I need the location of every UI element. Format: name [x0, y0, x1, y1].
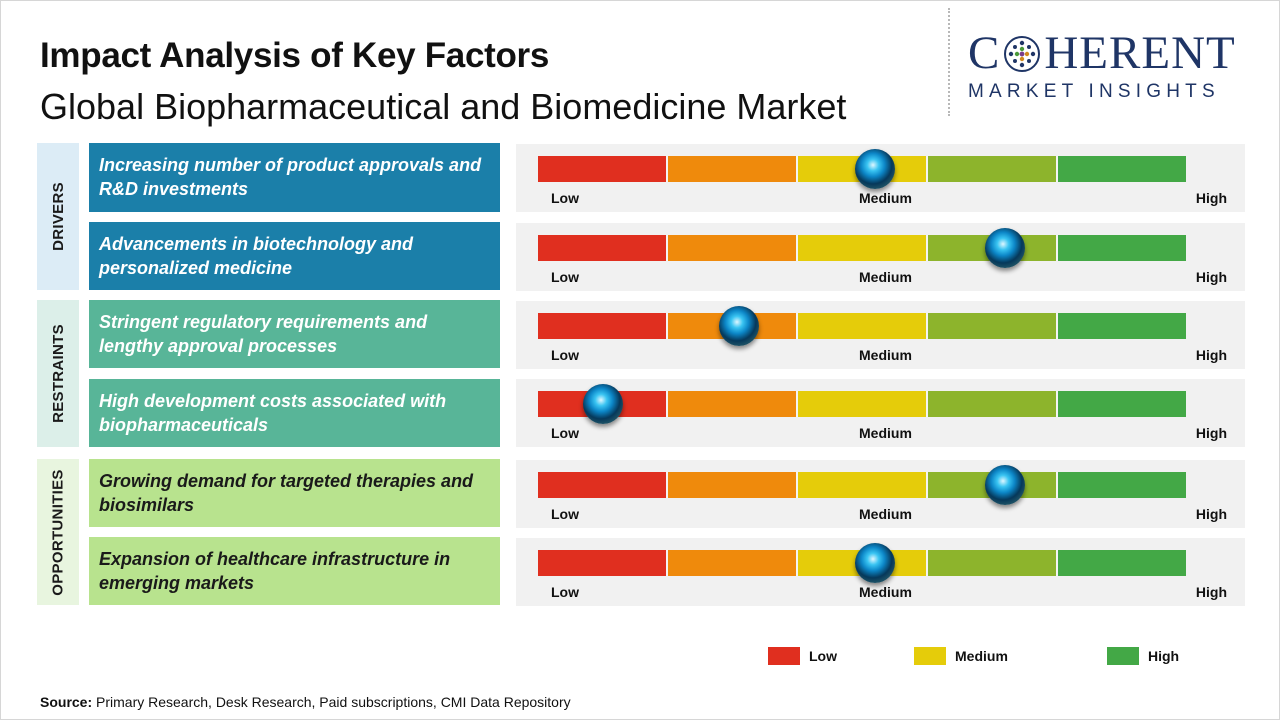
factor-box: Advancements in biotechnology and person…	[89, 222, 500, 290]
factor-box: High development costs associated with b…	[89, 379, 500, 447]
legend-item-high: High	[1107, 647, 1179, 665]
factor-box: Increasing number of product approvals a…	[89, 143, 500, 212]
logo-tagline: MARKET INSIGHTS	[968, 81, 1220, 102]
scale-label-high: High	[1195, 425, 1227, 441]
scale-segment	[668, 235, 798, 261]
scale-segment	[928, 391, 1058, 417]
legend-swatch	[1107, 647, 1139, 665]
scale-label-high: High	[1195, 190, 1227, 206]
scale-segment	[668, 550, 798, 576]
legend-label: Medium	[955, 648, 1008, 664]
scale-label-medium: Medium	[859, 425, 912, 441]
scale-segment	[928, 156, 1058, 182]
scale-segment	[1058, 391, 1186, 417]
scale-segment	[668, 391, 798, 417]
impact-scale-bar	[538, 235, 1186, 261]
group-label-text: DRIVERS	[49, 182, 67, 251]
scale-label-high: High	[1195, 269, 1227, 285]
company-logo: C HERENT MARKET INSIGHTS	[968, 30, 1268, 103]
group-label-restraints: RESTRAINTS	[37, 300, 79, 447]
factor-box: Expansion of healthcare infrastructure i…	[89, 537, 500, 605]
scale-label-medium: Medium	[859, 269, 912, 285]
impact-indicator-knob	[582, 384, 623, 424]
scale-segment	[798, 391, 928, 417]
impact-track: Low Medium High	[516, 223, 1245, 291]
impact-indicator-knob	[718, 306, 759, 346]
logo-dot-globe-icon	[1002, 34, 1042, 74]
logo-divider	[948, 8, 950, 116]
source-prefix: Source:	[40, 694, 93, 710]
logo-text-left: C	[968, 27, 1001, 79]
page-subtitle: Global Biopharmaceutical and Biomedicine…	[40, 86, 847, 127]
scale-label-low: Low	[551, 190, 579, 206]
scale-segment	[538, 472, 668, 498]
scale-label-high: High	[1195, 506, 1227, 522]
scale-segment	[538, 156, 668, 182]
scale-label-low: Low	[551, 347, 579, 363]
legend-item-low: Low	[768, 647, 837, 665]
factor-box: Growing demand for targeted therapies an…	[89, 459, 500, 527]
impact-track: Low Medium High	[516, 379, 1245, 447]
factor-box: Stringent regulatory requirements and le…	[89, 300, 500, 368]
scale-label-low: Low	[551, 425, 579, 441]
legend-swatch	[768, 647, 800, 665]
scale-segment	[1058, 472, 1186, 498]
legend-label: Low	[809, 648, 837, 664]
scale-segment	[1058, 235, 1186, 261]
group-label-text: RESTRAINTS	[49, 324, 67, 423]
impact-scale-bar	[538, 472, 1186, 498]
scale-segment	[668, 472, 798, 498]
scale-segment	[798, 313, 928, 339]
legend-label: High	[1148, 648, 1180, 664]
impact-indicator-knob	[984, 465, 1025, 505]
page-title: Impact Analysis of Key Factors	[40, 36, 550, 75]
scale-label-low: Low	[551, 584, 579, 600]
legend-swatch	[914, 647, 946, 665]
scale-segment	[668, 156, 798, 182]
scale-segment	[1058, 550, 1186, 576]
scale-segment	[928, 550, 1058, 576]
source-text: Primary Research, Desk Research, Paid su…	[92, 694, 571, 710]
scale-label-high: High	[1195, 584, 1227, 600]
group-label-text: OPPORTUNITIES	[49, 468, 67, 596]
scale-label-low: Low	[551, 269, 579, 285]
scale-segment	[798, 472, 928, 498]
scale-segment	[928, 313, 1058, 339]
scale-segment	[538, 235, 668, 261]
scale-label-medium: Medium	[859, 584, 912, 600]
scale-label-low: Low	[551, 506, 579, 522]
impact-track: Low Medium High	[516, 538, 1245, 606]
scale-label-high: High	[1195, 347, 1227, 363]
scale-label-medium: Medium	[859, 506, 912, 522]
scale-label-medium: Medium	[859, 347, 912, 363]
source-note: Source: Primary Research, Desk Research,…	[40, 694, 571, 710]
impact-track: Low Medium High	[516, 460, 1245, 528]
legend-item-medium: Medium	[914, 647, 1008, 665]
scale-label-medium: Medium	[859, 190, 912, 206]
group-label-drivers: DRIVERS	[37, 143, 79, 290]
impact-scale-bar	[538, 313, 1186, 339]
scale-segment	[538, 550, 668, 576]
impact-scale-bar	[538, 391, 1186, 417]
scale-segment	[538, 313, 668, 339]
logo-text-right: HERENT	[1044, 27, 1236, 79]
group-label-opportunities: OPPORTUNITIES	[37, 459, 79, 605]
impact-track: Low Medium High	[516, 144, 1245, 212]
impact-indicator-knob	[984, 228, 1025, 268]
logo-wordmark: C HERENT	[968, 30, 1268, 77]
scale-segment	[1058, 156, 1186, 182]
impact-track: Low Medium High	[516, 301, 1245, 369]
scale-segment	[1058, 313, 1186, 339]
scale-segment	[798, 235, 928, 261]
impact-indicator-knob	[854, 543, 895, 583]
impact-indicator-knob	[854, 149, 895, 189]
